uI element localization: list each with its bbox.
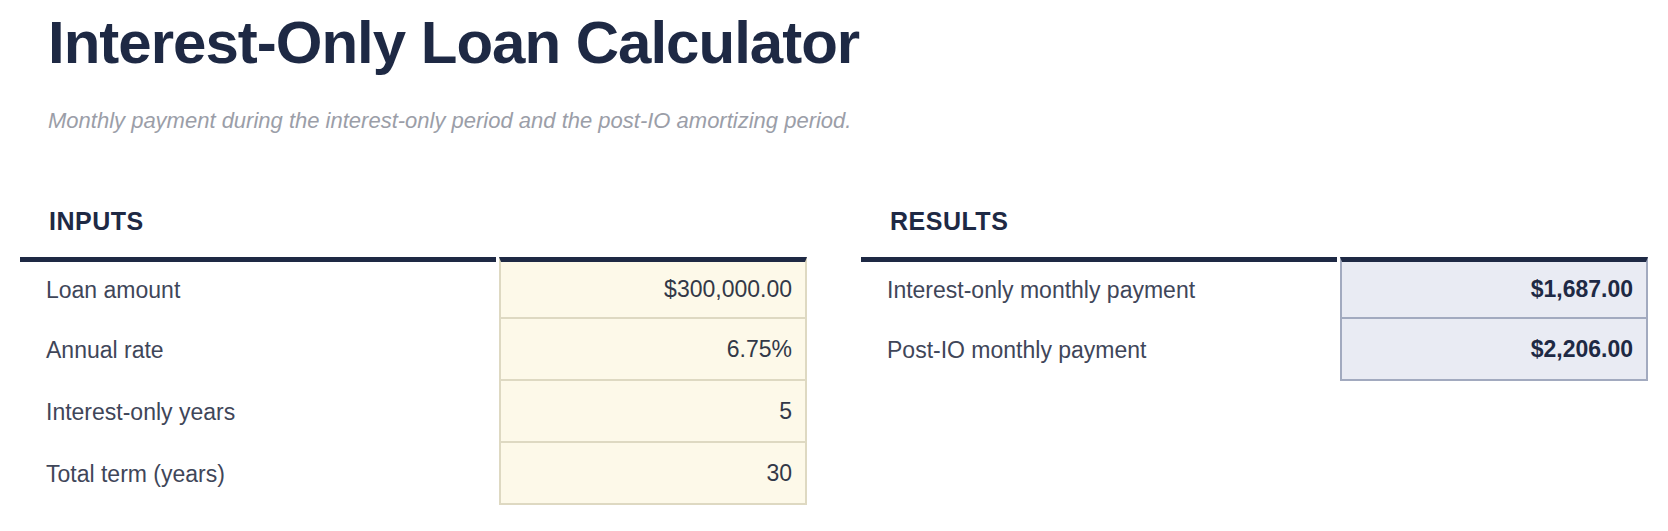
total-term-input-cell[interactable]: 30	[499, 443, 807, 505]
inputs-table: Loan amount $300,000.00 Annual rate 6.75…	[17, 257, 810, 505]
page-subtitle: Monthly payment during the interest-only…	[48, 108, 1668, 133]
results-section: RESULTS Interest-only monthly payment $1…	[861, 209, 1651, 505]
page: Interest-Only Loan Calculator Monthly pa…	[0, 10, 1668, 531]
table-row: Annual rate 6.75%	[20, 319, 807, 381]
content-columns: INPUTS Loan amount $300,000.00 Annual ra…	[20, 209, 1668, 505]
interest-only-payment-label: Interest-only monthly payment	[861, 257, 1337, 319]
table-row: Post-IO monthly payment $2,206.00	[861, 319, 1648, 381]
total-term-label: Total term (years)	[20, 443, 496, 505]
inputs-section: INPUTS Loan amount $300,000.00 Annual ra…	[20, 209, 810, 505]
post-io-payment-value-cell: $2,206.00	[1340, 319, 1648, 381]
results-heading: RESULTS	[890, 209, 1651, 234]
interest-only-years-label: Interest-only years	[20, 381, 496, 443]
inputs-heading: INPUTS	[49, 209, 810, 234]
page-title: Interest-Only Loan Calculator	[48, 10, 1668, 76]
table-row: Interest-only monthly payment $1,687.00	[861, 257, 1648, 319]
table-row: Total term (years) 30	[20, 443, 807, 505]
annual-rate-label: Annual rate	[20, 319, 496, 381]
interest-only-payment-value-cell: $1,687.00	[1340, 257, 1648, 319]
results-table: Interest-only monthly payment $1,687.00 …	[858, 257, 1651, 381]
post-io-payment-label: Post-IO monthly payment	[861, 319, 1337, 381]
loan-amount-label: Loan amount	[20, 257, 496, 319]
loan-amount-input-cell[interactable]: $300,000.00	[499, 257, 807, 319]
table-row: Interest-only years 5	[20, 381, 807, 443]
interest-only-years-input-cell[interactable]: 5	[499, 381, 807, 443]
table-row: Loan amount $300,000.00	[20, 257, 807, 319]
annual-rate-input-cell[interactable]: 6.75%	[499, 319, 807, 381]
